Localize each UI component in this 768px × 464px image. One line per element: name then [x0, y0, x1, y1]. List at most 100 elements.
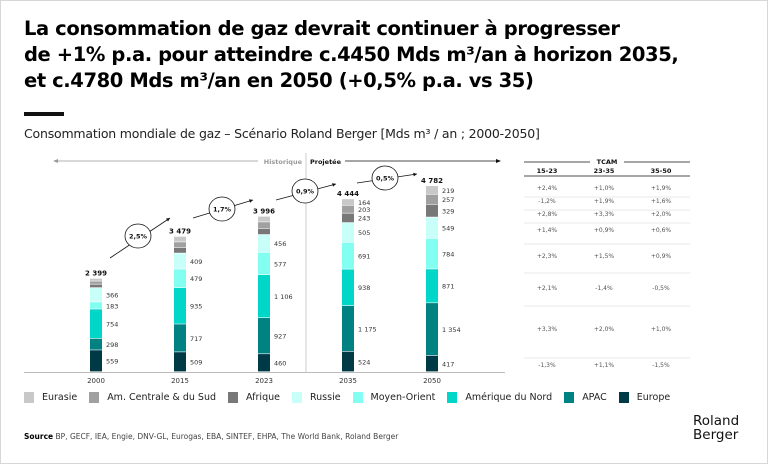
- bar-segment-europe: [90, 350, 102, 372]
- x-tick-label: 2000: [87, 377, 105, 385]
- tcam-cell: +0,9%: [651, 253, 672, 260]
- historique-arrowhead-icon: [53, 159, 58, 163]
- bar-segment-am-centrale-du-sud: [258, 222, 270, 229]
- segment-value-label: 409: [190, 258, 202, 266]
- segment-value-label: 509: [190, 359, 202, 367]
- growth-rate-circle: [371, 165, 399, 191]
- projetee-arrowhead-icon: [496, 159, 501, 163]
- legend-label: Moyen-Orient: [370, 392, 436, 403]
- tcam-title: TCAM: [597, 158, 618, 166]
- bar-segment-afrique: [426, 204, 438, 217]
- logo-line-1: Roland: [693, 413, 740, 429]
- segment-value-label: 183: [106, 302, 118, 310]
- bar-segment-afrique: [174, 247, 186, 253]
- tcam-cell: +1,0%: [594, 185, 615, 192]
- bar-segment-europe: [174, 352, 186, 372]
- segment-value-label: 219: [442, 187, 454, 195]
- legend-item: Am. Centrale & du Sud: [89, 392, 216, 403]
- tcam-cell: +1,0%: [651, 326, 672, 333]
- segment-value-label: 417: [442, 360, 454, 368]
- tcam-cell: +1,4%: [537, 227, 558, 234]
- projetee-label: Projetée: [310, 158, 342, 166]
- bar-total-label: 3 479: [169, 228, 191, 236]
- legend-swatch: [228, 392, 239, 403]
- bar-segment-apac: [90, 338, 102, 350]
- segment-value-label: 460: [274, 360, 286, 368]
- bar-segment-am-rique-du-nord: [426, 269, 438, 303]
- tcam-cell: -1,4%: [595, 285, 613, 292]
- bars: 559 298 754 183 366 2 399 2000 509 717 935 479 409 3…: [24, 177, 505, 385]
- segment-value-label: 935: [190, 303, 202, 311]
- tcam-cell: +1,5%: [594, 253, 615, 260]
- tcam-cell: +1,9%: [651, 185, 672, 192]
- segment-value-label: 691: [358, 252, 370, 260]
- logo-line-2: Berger: [693, 427, 739, 443]
- bar-segment-apac: [426, 303, 438, 356]
- segment-value-label: 938: [358, 284, 370, 292]
- segment-value-label: 1 175: [358, 325, 377, 333]
- legend-label: Europe: [636, 392, 671, 403]
- segment-value-label: 366: [106, 292, 118, 300]
- legend-swatch: [24, 392, 34, 403]
- segment-value-label: 164: [358, 199, 370, 207]
- bar-total-label: 3 996: [253, 208, 275, 216]
- x-tick-label: 2015: [171, 377, 189, 385]
- bar-segment-am-rique-du-nord: [174, 287, 186, 324]
- segment-value-label: 456: [274, 240, 286, 248]
- segment-value-label: 717: [190, 335, 202, 343]
- segment-value-label: 203: [358, 206, 370, 214]
- bar-segment-apac: [342, 305, 354, 352]
- tcam-cell: +0,6%: [651, 227, 672, 234]
- legend-label: Amérique du Nord: [465, 392, 553, 403]
- legend-item: Moyen-Orient: [352, 392, 436, 403]
- growth-annotations: 2,5% 1,7% 0,9% 0,5%: [109, 165, 418, 259]
- segment-value-label: 559: [106, 358, 118, 366]
- tcam-column-header: 15-23: [537, 167, 558, 175]
- growth-arrowhead-icon: [249, 199, 253, 203]
- legend-swatch: [564, 392, 575, 403]
- bar-segment-russie: [174, 253, 186, 269]
- tcam-cell: +1,1%: [594, 362, 615, 369]
- bar-segment-am-centrale-du-sud: [426, 194, 438, 204]
- tcam-cell: +1,6%: [651, 198, 672, 205]
- segment-value-label: 479: [190, 275, 202, 283]
- bar-segment-moyen-orient: [174, 269, 186, 288]
- segment-value-label: 257: [442, 196, 454, 204]
- chart-subtitle: Consommation mondiale de gaz – Scénario …: [24, 126, 540, 141]
- tcam-cell: +1,9%: [594, 198, 615, 205]
- source-text: BP, GECF, IEA, Engie, DNV-GL, Eurogas, E…: [55, 432, 399, 441]
- bar-segment-eurasie: [342, 199, 354, 205]
- legend-item: APAC: [564, 392, 607, 403]
- x-tick-label: 2023: [255, 377, 273, 385]
- tcam-cell: +2,0%: [651, 211, 672, 218]
- segment-value-label: 577: [274, 260, 286, 268]
- bar-segment-europe: [258, 354, 270, 372]
- tcam-cell: -0,5%: [652, 285, 670, 292]
- segment-value-label: 784: [442, 250, 454, 258]
- growth-rate-circle: [208, 196, 236, 222]
- legend-item: Afrique: [228, 392, 280, 403]
- source-note: Source BP, GECF, IEA, Engie, DNV-GL, Eur…: [24, 432, 398, 441]
- bar-segment-am-centrale-du-sud: [342, 205, 354, 213]
- tcam-table: TCAM 15-23 23-35 35-50 +2,4% +1,0% +1,9% -1,2% +…: [524, 158, 690, 369]
- segment-value-label: 1 354: [442, 326, 461, 334]
- bar-segment-europe: [342, 351, 354, 372]
- tcam-cell: +0,9%: [594, 227, 615, 234]
- bar-segment-eurasie: [174, 236, 186, 242]
- segment-value-label: 549: [442, 225, 454, 233]
- segment-value-label: 871: [442, 283, 454, 291]
- bar-segment-moyen-orient: [426, 238, 438, 269]
- bar-segment-russie: [426, 217, 438, 239]
- bar-segment-eurasie: [258, 216, 270, 222]
- legend-swatch: [89, 392, 100, 403]
- bar-total-label: 4 782: [421, 177, 443, 185]
- bar-total-label: 2 399: [85, 270, 107, 278]
- legend-label: APAC: [582, 392, 607, 403]
- legend-label: Afrique: [246, 392, 280, 403]
- tcam-cell: +2,4%: [537, 185, 558, 192]
- growth-rate-circle: [124, 223, 152, 249]
- legend-item: Eurasie: [24, 392, 77, 403]
- bar-segment-russie: [258, 234, 270, 252]
- growth-arrowhead-icon: [332, 183, 336, 187]
